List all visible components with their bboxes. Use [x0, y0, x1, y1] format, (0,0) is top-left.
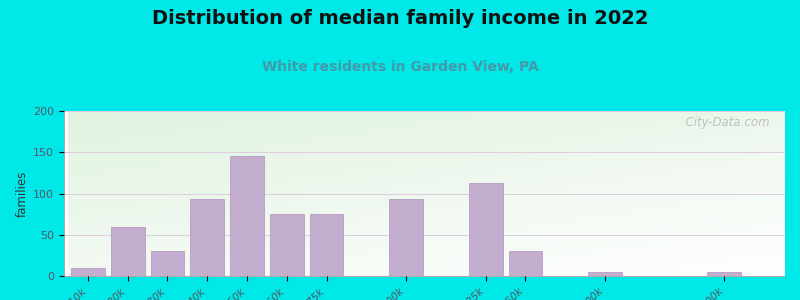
- Bar: [190, 199, 224, 276]
- Bar: [230, 156, 264, 276]
- Bar: [150, 251, 184, 276]
- Bar: [389, 199, 423, 276]
- Bar: [469, 183, 502, 276]
- Bar: [509, 251, 542, 276]
- Bar: [110, 226, 145, 276]
- Bar: [310, 214, 343, 276]
- Y-axis label: families: families: [16, 170, 29, 217]
- Bar: [71, 268, 105, 276]
- Bar: [270, 214, 304, 276]
- Bar: [707, 272, 742, 276]
- Bar: [588, 272, 622, 276]
- Text: White residents in Garden View, PA: White residents in Garden View, PA: [262, 60, 538, 74]
- Text: Distribution of median family income in 2022: Distribution of median family income in …: [152, 9, 648, 28]
- Text: City-Data.com: City-Data.com: [678, 116, 770, 129]
